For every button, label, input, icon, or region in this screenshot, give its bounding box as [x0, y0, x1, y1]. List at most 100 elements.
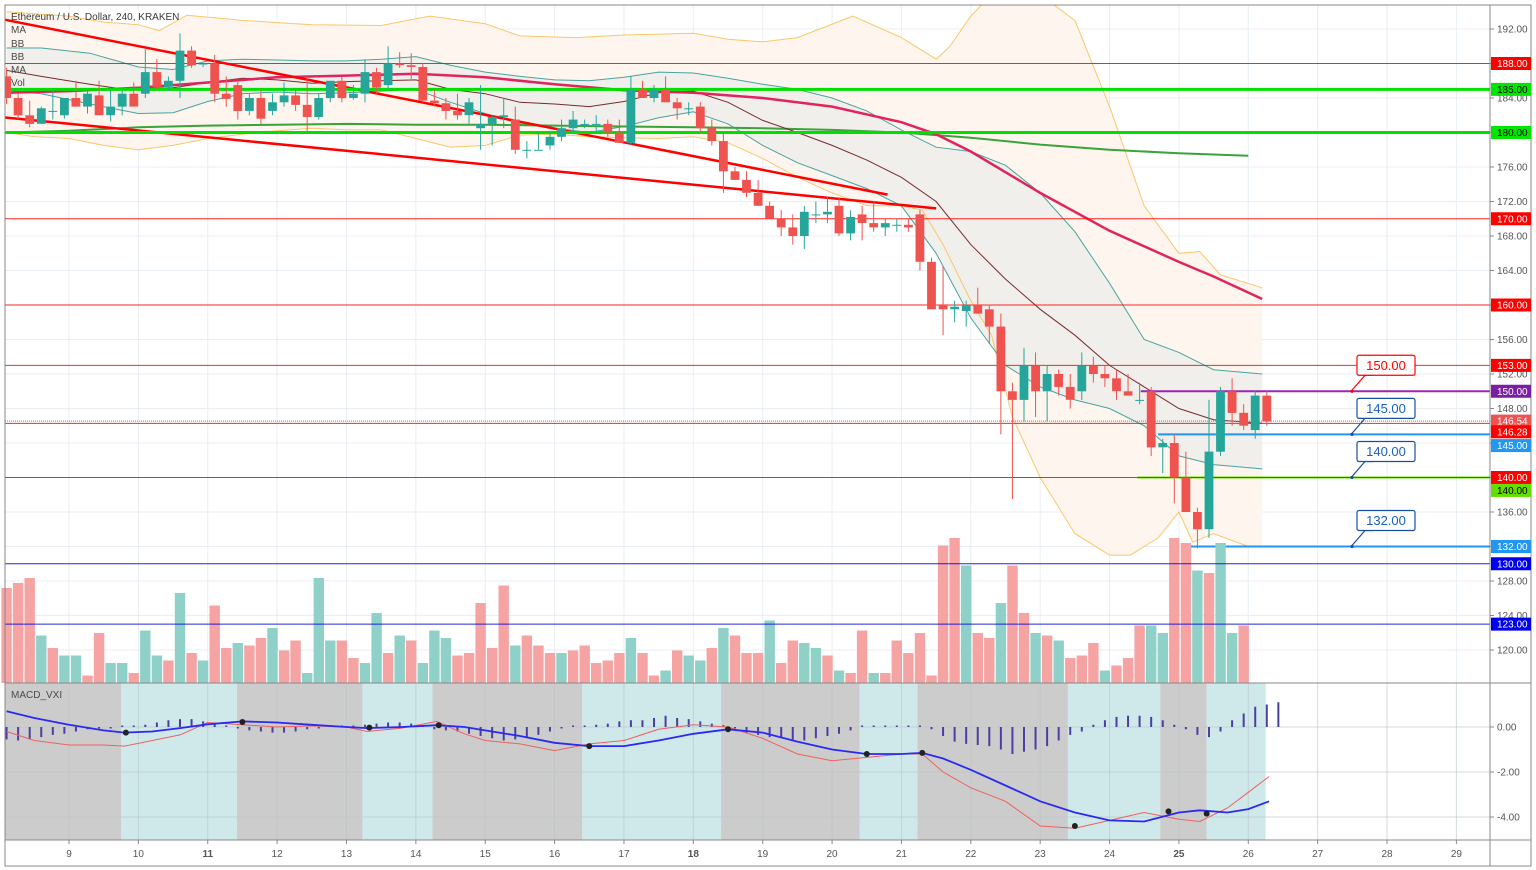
- candle-down: [869, 223, 879, 228]
- volume-bar: [1088, 643, 1099, 683]
- candle-down: [730, 171, 740, 180]
- volume-bar: [1134, 625, 1145, 683]
- time-tick-label: 14: [410, 849, 422, 860]
- volume-bar: [1215, 543, 1226, 683]
- macd-bg-segment: [1206, 683, 1266, 840]
- price-badge-140.00: 140.00: [1491, 471, 1531, 484]
- callout-150.00[interactable]: 150.00: [1350, 354, 1416, 393]
- price-tick-label: 136.00: [1497, 508, 1528, 519]
- candle-down: [406, 65, 416, 67]
- volume-bar: [475, 603, 486, 683]
- candle-down: [256, 98, 266, 119]
- price-badge-label: 188.00: [1497, 59, 1528, 70]
- callout-label: 140.00: [1366, 444, 1406, 459]
- time-tick-label: 18: [688, 849, 700, 860]
- price-badge-185.00: 185.00: [1491, 82, 1531, 96]
- candle-down: [1100, 374, 1110, 379]
- volume-bar: [695, 660, 706, 683]
- volume-bar: [498, 585, 509, 683]
- price-badge-bg: [1491, 212, 1531, 226]
- volume-bar: [1111, 665, 1122, 683]
- macd-bg-segment: [5, 683, 122, 840]
- macd-pane[interactable]: [5, 702, 1280, 829]
- price-badge-153.00: 153.00: [1491, 358, 1531, 372]
- ma-long-line: [6, 122, 1249, 157]
- candle-down: [5, 76, 12, 98]
- macd-bg-segment: [721, 683, 860, 840]
- volume-bar: [313, 578, 324, 683]
- candle-up: [568, 119, 578, 129]
- time-tick-label: 28: [1381, 849, 1393, 860]
- candle-up: [846, 217, 855, 234]
- volume-bar: [972, 633, 983, 683]
- volume-bar: [36, 635, 47, 683]
- volume-bar: [1226, 633, 1238, 683]
- volume-bar: [1157, 633, 1168, 683]
- volume-bar: [255, 638, 267, 683]
- price-badge-bg: [1491, 384, 1531, 398]
- volume-bar: [637, 653, 648, 683]
- candle-down: [71, 98, 81, 107]
- candle-up: [626, 89, 636, 143]
- volume-bar: [579, 645, 590, 683]
- volume-bar: [567, 650, 579, 683]
- callout-box: [1356, 397, 1416, 419]
- candle-down: [221, 93, 231, 99]
- volume-bar: [186, 653, 197, 683]
- horizontal-lines[interactable]: [5, 63, 1490, 625]
- candle-down: [695, 106, 705, 129]
- candle-down: [337, 80, 347, 99]
- candle-up: [591, 123, 601, 125]
- volume-bar: [12, 583, 24, 683]
- candle-up: [487, 117, 497, 124]
- volume-bar: [197, 660, 209, 683]
- candle-down: [776, 218, 786, 228]
- volume-bar: [417, 663, 428, 683]
- candle-up: [557, 128, 566, 137]
- price-badge-146.28: 146.28: [1491, 425, 1531, 439]
- price-callouts[interactable]: 150.00 145.00 140.00 132.00: [1350, 354, 1416, 549]
- candle-down: [857, 214, 867, 223]
- volume-bar: [556, 653, 567, 683]
- candle-up: [499, 115, 509, 117]
- candle-down: [707, 128, 717, 142]
- volume-bar: [1018, 613, 1030, 683]
- volume-bar: [602, 660, 613, 683]
- price-badge-132.00: 132.00: [1491, 540, 1531, 553]
- macd-cross-point: [1165, 808, 1172, 815]
- candle-up: [1077, 365, 1087, 392]
- price-badge-label: 146.54: [1497, 417, 1528, 428]
- candle-up: [117, 93, 127, 107]
- volume-bar: [1053, 640, 1064, 683]
- callout-140.00[interactable]: 140.00: [1350, 440, 1416, 480]
- volume-bar: [336, 640, 348, 683]
- volume-bar: [209, 605, 220, 683]
- macd-indicator-label[interactable]: MACD_VXI: [11, 690, 63, 701]
- volume-bar: [1238, 625, 1249, 683]
- candle-down: [94, 95, 104, 116]
- price-badge-bg: [1491, 557, 1531, 571]
- bb-inner-upper: [6, 47, 1263, 375]
- volume-bar: [984, 638, 995, 683]
- candle-up: [140, 72, 150, 94]
- price-axis[interactable]: 192.00 188.00 184.00 180.00 176.00 172.00 168.…: [1490, 25, 1531, 824]
- volume-bar: [406, 640, 417, 683]
- volume-bar: [1076, 655, 1087, 683]
- candle-up: [175, 50, 185, 81]
- volume-bar: [856, 630, 868, 683]
- price-tick-label: 128.00: [1497, 577, 1528, 588]
- callout-132.00[interactable]: 132.00: [1350, 509, 1416, 549]
- macd-cross-point: [435, 722, 442, 729]
- volume-bar: [521, 635, 533, 683]
- price-badge-123.00: 123.00: [1491, 617, 1531, 631]
- time-axis[interactable]: 9 10 11 12 13 14 15 16 17 18 19 20 21 22 23 24 25 26 27 28 2…: [66, 840, 1462, 860]
- callout-label: 132.00: [1366, 513, 1406, 528]
- callout-145.00[interactable]: 145.00: [1350, 397, 1416, 436]
- candle-up: [360, 72, 370, 94]
- time-tick-label: 19: [757, 849, 769, 860]
- candle-up: [1042, 374, 1052, 392]
- macd-cross-point: [725, 726, 732, 733]
- candle-up: [245, 98, 254, 111]
- price-tick-label: 184.00: [1497, 94, 1528, 105]
